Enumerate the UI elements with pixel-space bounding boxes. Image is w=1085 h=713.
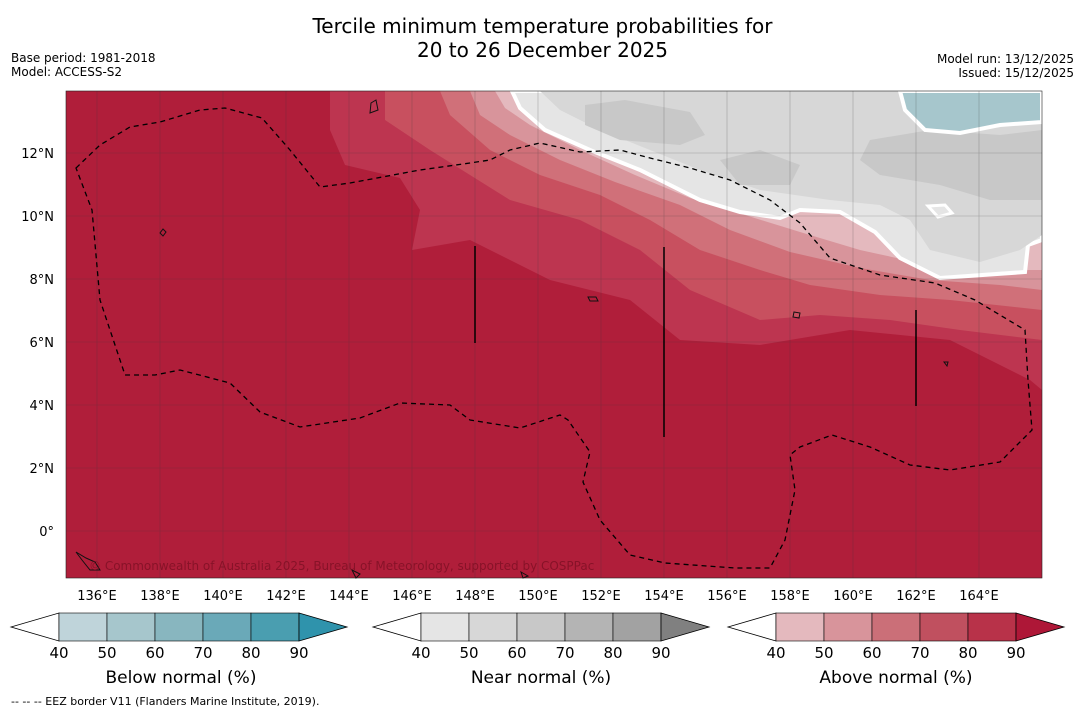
colorbar-segment	[250, 612, 300, 642]
model-run-date: Model run: 13/12/2025	[936, 52, 1074, 66]
lon-label: 144°E	[329, 589, 369, 604]
lon-labels: 136°E 138°E 140°E 142°E 144°E 146°E 148°E 150°E…	[77, 589, 999, 604]
lon-label: 154°E	[644, 589, 684, 604]
colorbar-segment	[919, 612, 969, 642]
title-line-1: Tercile minimum temperature probabilitie…	[312, 14, 773, 38]
colorbar-segment	[564, 612, 614, 642]
colorbar-high-extend	[298, 612, 349, 642]
lat-label: 10°N	[21, 210, 54, 225]
near-patch-lagoon	[924, 203, 955, 219]
lon-label: 146°E	[392, 589, 432, 604]
colorbar-segment	[612, 612, 662, 642]
meridian-markers	[474, 246, 917, 437]
colorbar-tick-label: 50	[459, 644, 478, 662]
colorbars: 40 50 60 70 80 90 40 50 60 70 80 90 40 50 60 70 80 90	[9, 612, 1066, 662]
colorbar-tick-label: 40	[411, 644, 430, 662]
colorbar-segment	[516, 612, 566, 642]
colorbar-segment	[468, 612, 518, 642]
colorbar-tick-label: 70	[910, 644, 929, 662]
colorbar-segment	[871, 612, 921, 642]
probability-field	[66, 91, 1042, 578]
colorbar-tick-label: 90	[1006, 644, 1025, 662]
map-frame	[65, 90, 1043, 579]
colorbar-segment	[58, 612, 108, 642]
issued-date: Issued: 15/12/2025	[958, 66, 1074, 80]
colorbar-low-extend	[9, 612, 60, 642]
colorbar-high-extend	[660, 612, 711, 642]
colorbar-segment	[823, 612, 873, 642]
colorbar-tick-label: 50	[97, 644, 116, 662]
colorbar-tick-label: 40	[49, 644, 68, 662]
colorbar-low-extend	[726, 612, 777, 642]
run-info: Model run: 13/12/2025 Issued: 15/12/2025	[937, 52, 1074, 80]
title-line-2: 20 to 26 December 2025	[416, 38, 668, 62]
colorbar-near: 40 50 60 70 80 90	[371, 612, 711, 662]
near-60-region	[585, 100, 705, 145]
model-info: Base period: 1981-2018 Model: ACCESS-S2	[11, 51, 156, 79]
map-title: Tercile minimum temperature probabilitie…	[0, 14, 1085, 62]
lon-label: 148°E	[455, 589, 495, 604]
lat-label: 8°N	[30, 273, 55, 288]
colorbar-tick-label: 70	[555, 644, 574, 662]
below-50-region	[897, 91, 1042, 136]
colorbar-near-label: Near normal (%)	[470, 668, 612, 688]
model-name: Model: ACCESS-S2	[11, 65, 123, 79]
near-60-region-east	[720, 150, 800, 185]
lat-label: 0°	[39, 525, 54, 540]
colorbar-tick-label: 90	[289, 644, 308, 662]
lon-label: 160°E	[833, 589, 873, 604]
colorbar-tick-label: 90	[651, 644, 670, 662]
lon-label: 136°E	[77, 589, 117, 604]
colorbar-tick-label: 50	[814, 644, 833, 662]
lat-labels: 12°N 10°N 8°N 6°N 4°N 2°N 0°	[21, 147, 54, 540]
colorbar-segment	[775, 612, 825, 642]
islands	[75, 99, 949, 579]
copyright-notice: © Commonwealth of Australia 2025, Bureau…	[89, 559, 594, 573]
colorbar-tick-label: 80	[958, 644, 977, 662]
colorbar-tick-label: 80	[603, 644, 622, 662]
lat-label: 2°N	[30, 462, 55, 477]
colorbar-below-label: Below normal (%)	[105, 668, 257, 688]
lon-label: 162°E	[896, 589, 936, 604]
lon-label: 158°E	[770, 589, 810, 604]
colorbar-above: 40 50 60 70 80 90	[726, 612, 1066, 662]
colorbar-low-extend	[371, 612, 422, 642]
colorbar-segment	[106, 612, 156, 642]
colorbar-tick-label: 70	[193, 644, 212, 662]
lon-label: 152°E	[581, 589, 621, 604]
lat-label: 12°N	[21, 147, 54, 162]
base-period: Base period: 1981-2018	[11, 51, 156, 65]
colorbar-segment	[420, 612, 470, 642]
lon-label: 156°E	[707, 589, 747, 604]
lon-label: 164°E	[959, 589, 999, 604]
lon-label: 138°E	[140, 589, 180, 604]
colorbar-segment	[154, 612, 204, 642]
lat-label: 4°N	[30, 399, 55, 414]
colorbar-above-label: Above normal (%)	[819, 668, 973, 688]
lon-label: 140°E	[203, 589, 243, 604]
lon-label: 150°E	[518, 589, 558, 604]
colorbar-tick-label: 60	[145, 644, 164, 662]
lon-label: 142°E	[266, 589, 306, 604]
colorbar-tick-label: 60	[507, 644, 526, 662]
colorbar-tick-label: 40	[766, 644, 785, 662]
colorbar-below: 40 50 60 70 80 90	[9, 612, 349, 662]
colorbar-segment	[202, 612, 252, 642]
near-60-region-northeast	[860, 130, 1042, 200]
colorbar-tick-label: 60	[862, 644, 881, 662]
colorbar-tick-label: 80	[241, 644, 260, 662]
lat-label: 6°N	[30, 336, 55, 351]
colorbar-high-extend	[1015, 612, 1066, 642]
eez-legend-note: -- -- -- EEZ border V11 (Flanders Marine…	[11, 695, 320, 708]
colorbar-segment	[967, 612, 1017, 642]
